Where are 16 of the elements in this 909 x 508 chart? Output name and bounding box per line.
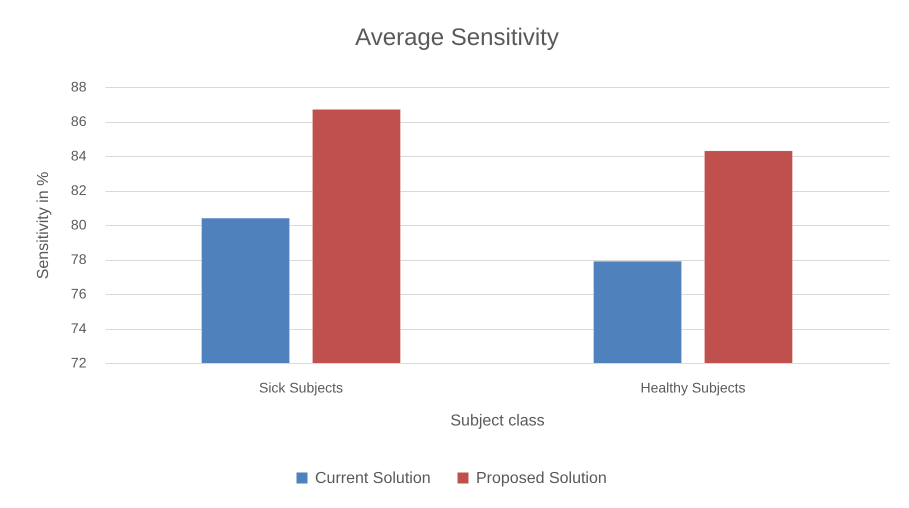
y-tick-label: 84 (70, 148, 87, 164)
y-tick-label: 80 (70, 216, 87, 232)
y-axis-title: Sensitivity in % (34, 172, 52, 280)
legend-label: Proposed Solution (476, 470, 607, 487)
y-tick-label: 72 (70, 354, 87, 370)
y-tick-label: 78 (70, 251, 87, 267)
chart-title: Average Sensitivity (355, 24, 559, 51)
x-axis-title: Subject class (450, 412, 545, 430)
y-tick-label: 88 (70, 78, 87, 94)
x-tick-label: Healthy Subjects (640, 380, 746, 396)
y-tick-label: 74 (70, 320, 87, 336)
y-tick-label: 76 (70, 286, 87, 302)
x-tick-label: Sick Subjects (258, 380, 344, 396)
y-tick-label: 82 (70, 182, 87, 198)
y-tick-label: 86 (70, 113, 87, 129)
legend-label: Current Solution (315, 470, 431, 487)
